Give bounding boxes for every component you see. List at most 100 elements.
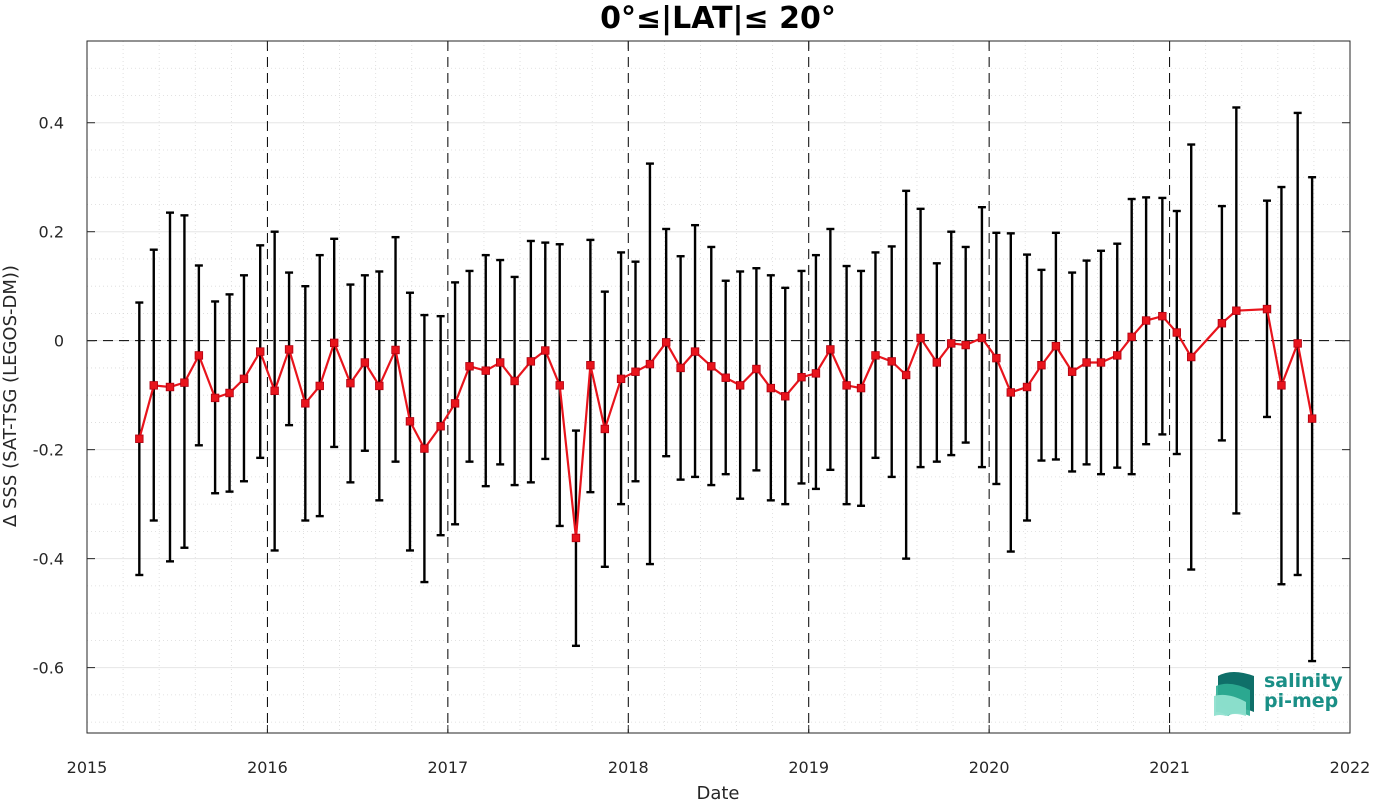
data-point-marker	[225, 388, 234, 398]
data-point-marker	[391, 345, 400, 355]
data-point-marker	[1158, 311, 1167, 321]
data-point-marker	[526, 357, 536, 366]
data-point-marker	[510, 376, 519, 386]
x-tick-label: 2015	[67, 758, 108, 777]
logo-text-salinity: salinity	[1264, 670, 1343, 692]
data-point-marker	[721, 373, 730, 382]
plot-frame	[86, 40, 1351, 734]
data-point-marker	[284, 345, 294, 354]
y-axis-label: Δ SSS (SAT-TSG (LEGOS-DM))	[0, 265, 21, 527]
data-point-marker	[932, 358, 942, 367]
x-tick-labels: 2015 2016 2017 2018 2019 2020 2021 2022	[67, 758, 1371, 777]
data-point-marker	[1217, 319, 1227, 328]
y-tick-label: 0.2	[39, 223, 64, 242]
x-tick-label: 2019	[788, 758, 829, 777]
data-point-marker	[436, 422, 445, 431]
data-point-marker	[811, 369, 821, 378]
y-tick-labels: 0.4 0.2 0 -0.2 -0.4 -0.6	[33, 114, 64, 678]
y-tick-label: 0.4	[39, 114, 64, 133]
data-point-marker	[947, 339, 956, 348]
wave-logo-icon	[1214, 672, 1254, 716]
data-point-marker	[1096, 358, 1106, 367]
data-point-marker	[1006, 388, 1015, 397]
y-tick-label: 0	[54, 332, 64, 351]
data-point-marker	[916, 333, 925, 343]
data-point-marker	[180, 378, 189, 387]
data-point-marker	[1187, 352, 1196, 362]
data-point-marker	[210, 393, 220, 403]
y-tick-label: -0.2	[33, 441, 64, 460]
data-point-marker	[631, 367, 640, 376]
y-tick-label: -0.4	[33, 550, 64, 569]
data-point-marker	[645, 359, 655, 369]
data-point-marker	[676, 363, 685, 373]
data-point-marker	[270, 386, 279, 396]
data-point-marker	[797, 372, 806, 382]
data-point-marker	[1113, 351, 1122, 360]
data-point-marker	[481, 366, 490, 375]
data-point-marker	[495, 358, 505, 367]
data-point-marker	[600, 424, 610, 434]
data-point-marker	[315, 381, 324, 391]
logo-text-pi-mep: pi-mep	[1264, 690, 1338, 712]
data-point-marker	[135, 434, 144, 443]
x-tick-label: 2017	[427, 758, 468, 777]
data-point-marker	[239, 374, 249, 384]
data-point-marker	[1141, 316, 1151, 325]
data-point-marker	[1067, 367, 1077, 376]
data-point-marker	[1022, 382, 1032, 392]
data-point-marker	[661, 338, 671, 347]
data-point-marker	[1307, 414, 1317, 423]
axis-ticks	[86, 41, 1351, 733]
data-point-marker	[707, 362, 716, 371]
minor-grid	[87, 41, 1350, 733]
x-tick-label: 2020	[969, 758, 1010, 777]
data-point-marker	[977, 333, 987, 343]
data-point-marker	[541, 346, 550, 355]
data-point-marker	[1037, 361, 1046, 370]
data-point-marker	[766, 383, 776, 393]
data-point-marker	[735, 381, 745, 390]
data-point-marker	[1293, 339, 1302, 348]
data-point-marker	[360, 358, 370, 367]
data-point-marker	[149, 381, 158, 390]
data-point-marker	[465, 362, 474, 371]
x-tick-label: 2016	[247, 758, 288, 777]
data-point-marker	[871, 351, 880, 360]
data-point-marker	[256, 347, 265, 356]
data-point-marker	[420, 444, 429, 453]
data-point-marker	[586, 361, 595, 370]
data-point-marker	[1262, 304, 1272, 314]
major-grid	[87, 122, 1350, 669]
data-point-marker	[961, 340, 970, 350]
data-point-marker	[856, 383, 866, 393]
salinity-pi-mep-logo: salinity pi-mep	[1214, 670, 1343, 716]
data-point-marker	[901, 370, 911, 380]
data-point-marker	[329, 338, 339, 348]
data-point-marker	[571, 533, 581, 543]
x-axis-label: Date	[696, 783, 739, 801]
data-point-marker	[1082, 358, 1091, 367]
x-tick-label: 2021	[1149, 758, 1190, 777]
data-point-marker	[1127, 332, 1136, 342]
series-markers	[135, 304, 1317, 543]
chart-title: 0°≤|LAT|≤ 20°	[600, 1, 836, 36]
data-point-marker	[842, 381, 851, 390]
data-point-marker	[301, 399, 310, 408]
x-tick-label: 2018	[608, 758, 649, 777]
data-point-marker	[1277, 381, 1286, 390]
data-point-marker	[826, 345, 835, 354]
data-point-marker	[165, 382, 175, 392]
x-tick-label: 2022	[1330, 758, 1371, 777]
data-point-marker	[1172, 328, 1181, 337]
data-point-marker	[405, 417, 415, 426]
data-point-marker	[616, 374, 626, 384]
data-point-marker	[992, 353, 1001, 363]
data-point-marker	[1232, 306, 1241, 315]
data-point-marker	[690, 347, 700, 356]
y-tick-label: -0.6	[33, 659, 64, 678]
data-point-marker	[887, 357, 896, 366]
data-point-marker	[555, 381, 564, 390]
data-point-marker	[752, 364, 761, 374]
data-point-marker	[194, 351, 204, 360]
